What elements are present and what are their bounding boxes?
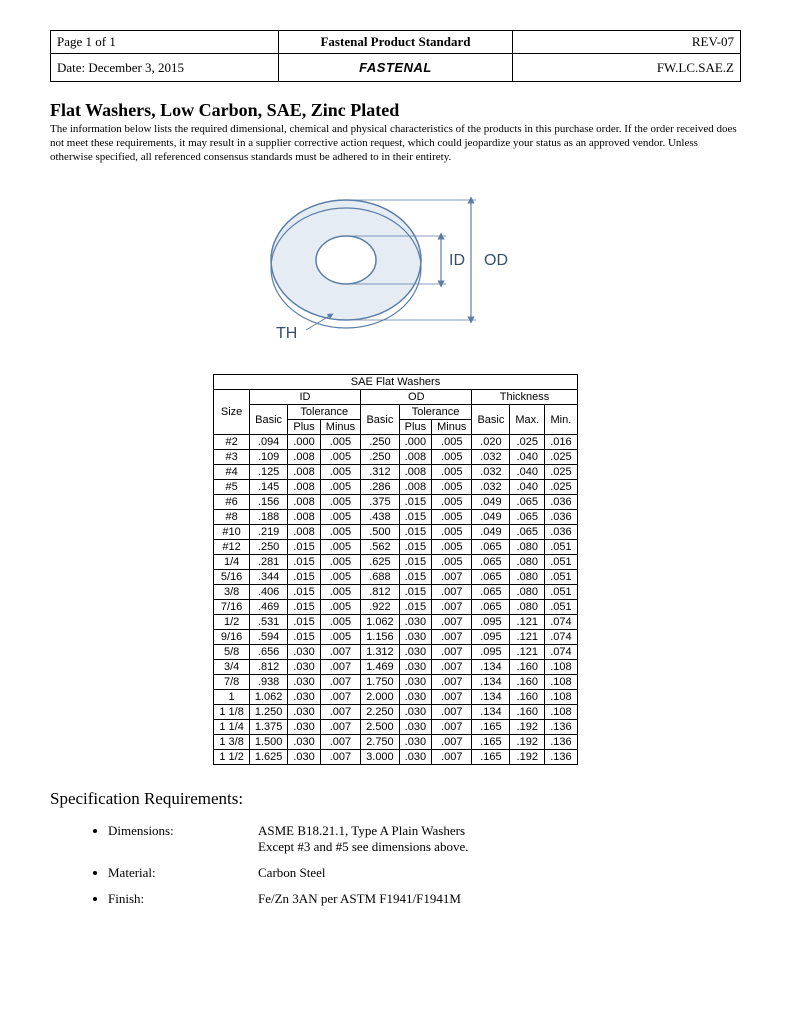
table-row: 1 3/81.500.030.0072.750.030.007.165.192.… (214, 735, 577, 750)
col-od: OD (361, 390, 472, 405)
table-row: 5/8.656.030.0071.312.030.007.095.121.074 (214, 645, 577, 660)
table-row: 1 1/41.375.030.0072.500.030.007.165.192.… (214, 720, 577, 735)
spec-value: ASME B18.21.1, Type A Plain WashersExcep… (258, 823, 741, 855)
col-size: Size (214, 390, 249, 435)
page-indicator: Page 1 of 1 (51, 31, 279, 54)
page-title: Flat Washers, Low Carbon, SAE, Zinc Plat… (50, 100, 741, 121)
fastenal-logo: FASTENAL (278, 54, 513, 82)
spec-value: Fe/Zn 3AN per ASTM F1941/F1941M (258, 891, 741, 907)
table-row: #3.109.008.005.250.008.005.032.040.025 (214, 450, 577, 465)
table-row: #5.145.008.005.286.008.005.032.040.025 (214, 480, 577, 495)
doc-date: Date: December 3, 2015 (51, 54, 279, 82)
sae-washer-table: SAE Flat Washers Size ID OD Thickness Ba… (213, 374, 577, 765)
col-thk: Thickness (472, 390, 577, 405)
table-row: #10.219.008.005.500.015.005.049.065.036 (214, 525, 577, 540)
spec-heading: Specification Requirements: (50, 789, 741, 809)
table-row: 3/8.406.015.005.812.015.007.065.080.051 (214, 585, 577, 600)
table-row: 7/8.938.030.0071.750.030.007.134.160.108 (214, 675, 577, 690)
table-row: #4.125.008.005.312.008.005.032.040.025 (214, 465, 577, 480)
revision: REV-07 (513, 31, 741, 54)
spec-item: Material:Carbon Steel (108, 865, 741, 881)
table-row: 7/16.469.015.005.922.015.007.065.080.051 (214, 600, 577, 615)
spec-label: Material: (108, 865, 258, 881)
spec-item: Finish:Fe/Zn 3AN per ASTM F1941/F1941M (108, 891, 741, 907)
spec-label: Dimensions: (108, 823, 258, 855)
table-row: #2.094.000.005.250.000.005.020.025.016 (214, 435, 577, 450)
intro-paragraph: The information below lists the required… (50, 123, 741, 164)
table-row: #6.156.008.005.375.015.005.049.065.036 (214, 495, 577, 510)
doc-code: FW.LC.SAE.Z (513, 54, 741, 82)
spec-label: Finish: (108, 891, 258, 907)
col-id: ID (249, 390, 360, 405)
od-label: OD (484, 252, 508, 269)
table-row: 3/4.812.030.0071.469.030.007.134.160.108 (214, 660, 577, 675)
spec-list: Dimensions:ASME B18.21.1, Type A Plain W… (50, 823, 741, 907)
document-header: Page 1 of 1 Fastenal Product Standard RE… (50, 30, 741, 82)
table-caption: SAE Flat Washers (214, 375, 577, 390)
table-row: 1 1/81.250.030.0072.250.030.007.134.160.… (214, 705, 577, 720)
table-row: 1 1/21.625.030.0073.000.030.007.165.192.… (214, 750, 577, 765)
spec-value: Carbon Steel (258, 865, 741, 881)
washer-diagram: OD ID TH (50, 180, 741, 354)
table-row: #8.188.008.005.438.015.005.049.065.036 (214, 510, 577, 525)
table-row: 1/2.531.015.0051.062.030.007.095.121.074 (214, 615, 577, 630)
table-row: 5/16.344.015.005.688.015.007.065.080.051 (214, 570, 577, 585)
table-row: #12.250.015.005.562.015.005.065.080.051 (214, 540, 577, 555)
table-row: 9/16.594.015.0051.156.030.007.095.121.07… (214, 630, 577, 645)
spec-item: Dimensions:ASME B18.21.1, Type A Plain W… (108, 823, 741, 855)
doc-standard: Fastenal Product Standard (278, 31, 513, 54)
table-row: 1/4.281.015.005.625.015.005.065.080.051 (214, 555, 577, 570)
table-row: 11.062.030.0072.000.030.007.134.160.108 (214, 690, 577, 705)
th-label: TH (276, 325, 297, 342)
id-label: ID (449, 252, 465, 269)
